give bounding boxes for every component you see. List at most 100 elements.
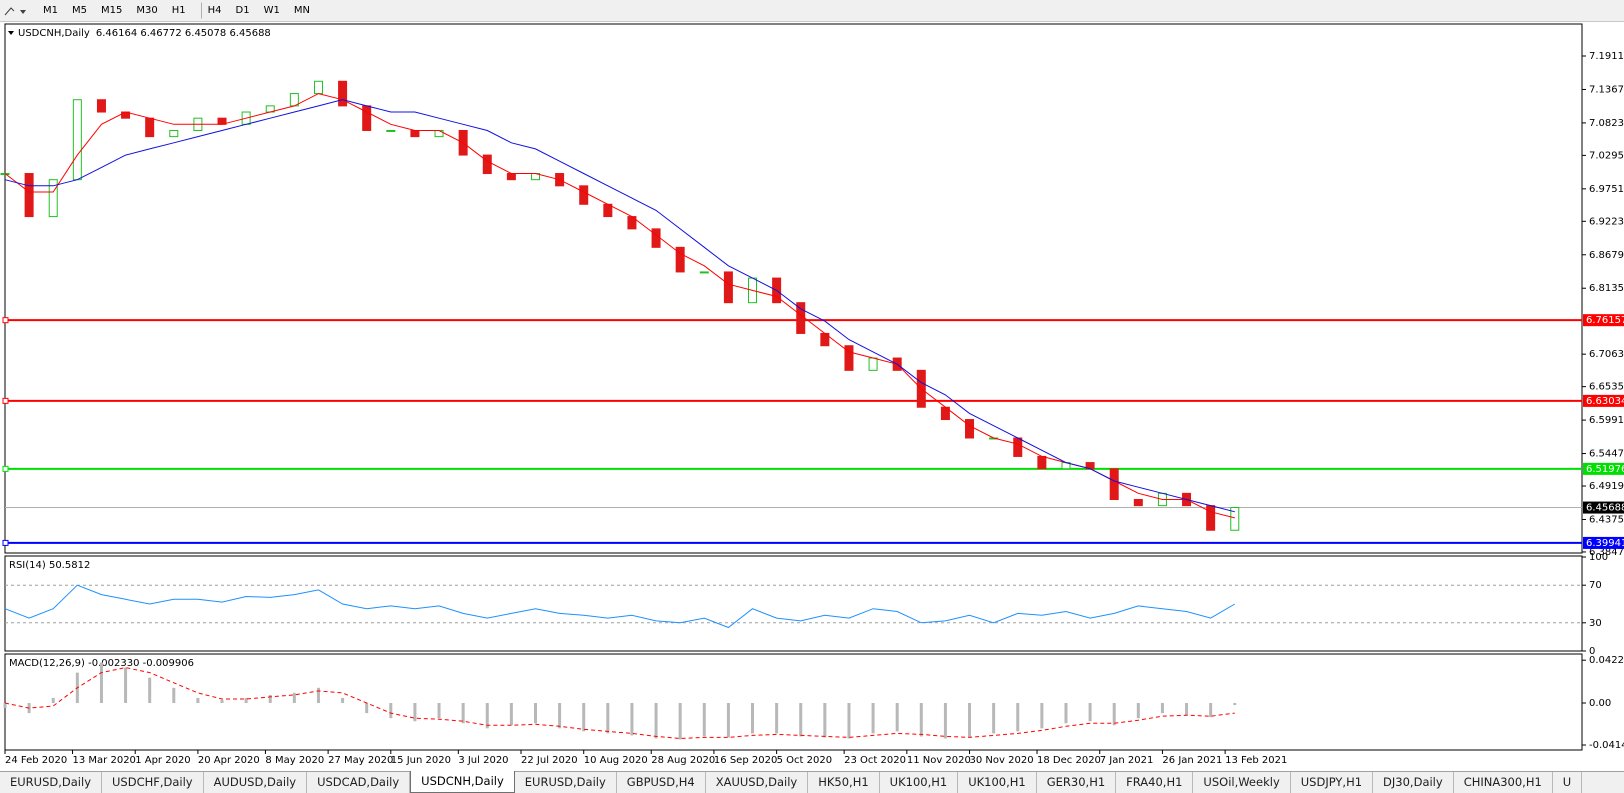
timeframe-button[interactable]: M30: [136, 5, 158, 16]
histogram-bar: [1209, 703, 1213, 718]
candle: [1037, 455, 1047, 470]
chart-tab[interactable]: UK100,H1: [958, 772, 1037, 793]
indicator-line: [4, 93, 1235, 519]
y-tick-label: 0: [1589, 646, 1595, 657]
indicator-line: [4, 584, 1236, 629]
chart-tab[interactable]: DJ30,Daily: [1373, 772, 1454, 793]
y-tick-label: 6.70630: [1589, 349, 1624, 360]
histogram-bar: [316, 687, 320, 704]
x-tick-label: 1 Apr 2020: [135, 755, 190, 766]
chart-tab[interactable]: AUDUSD,Daily: [204, 772, 308, 793]
timeframe-button[interactable]: M15: [101, 5, 123, 16]
histogram-bar: [847, 703, 851, 739]
histogram-bar: [871, 703, 875, 734]
histogram-bar: [702, 703, 706, 737]
x-tick-label: 10 Aug 2020: [584, 755, 648, 766]
candle: [1109, 468, 1119, 500]
y-tick-label: 6.49190: [1589, 481, 1624, 492]
candle: [506, 173, 516, 181]
timeframe-button[interactable]: H1: [171, 5, 186, 16]
histogram-bar: [678, 703, 682, 740]
chart-tab[interactable]: HK50,H1: [808, 772, 880, 793]
candle: [410, 129, 420, 138]
candle: [868, 357, 878, 371]
price-label: 6.39941: [1586, 538, 1624, 549]
x-tick-label: 23 Oct 2020: [844, 755, 906, 766]
histogram-bar: [509, 703, 513, 726]
histogram-bar: [943, 703, 947, 739]
timeframe-button[interactable]: MN: [293, 5, 310, 16]
histogram-bar: [919, 703, 923, 737]
histogram-bar: [389, 703, 393, 719]
price-label: 6.63034: [1586, 396, 1624, 407]
chart-tab[interactable]: UK100,H1: [880, 772, 959, 793]
histogram-bar: [244, 697, 248, 704]
x-tick-label: 16 Sep 2020: [714, 755, 777, 766]
timeframe-button[interactable]: D1: [235, 5, 250, 16]
x-tick-label: 11 Nov 2020: [907, 755, 971, 766]
y-tick-label: -0.04148: [1589, 740, 1624, 751]
chart-tab[interactable]: EURUSD,Daily: [515, 772, 617, 793]
chart-tab[interactable]: EURUSD,Daily: [0, 772, 102, 793]
histogram-bar: [992, 703, 996, 734]
chart-tab[interactable]: USDCAD,Daily: [307, 772, 411, 793]
x-tick-label: 15 Jun 2020: [391, 755, 451, 766]
y-tick-label: 7.19110: [1589, 51, 1624, 62]
candle: [1206, 505, 1216, 531]
timeframe-button[interactable]: M5: [72, 5, 87, 16]
candle: [1230, 506, 1240, 531]
x-tick-label: 13 Feb 2021: [1225, 755, 1287, 766]
chart-tab[interactable]: USDJPY,H1: [1291, 772, 1374, 793]
chart-tab[interactable]: FRA40,H1: [1116, 772, 1194, 793]
panel-frame: [4, 555, 1583, 652]
chart-tab[interactable]: USDCHF,Daily: [102, 772, 204, 793]
y-tick-label: 0.00: [1589, 698, 1611, 709]
price-label-box: [1583, 394, 1624, 407]
histogram-bar: [1136, 703, 1140, 719]
chart-tab[interactable]: USOil,Weekly: [1193, 772, 1291, 793]
candle: [96, 99, 106, 113]
line-anchor: [2, 397, 9, 404]
histogram-bar: [99, 662, 103, 704]
histogram-bar: [558, 703, 562, 729]
candle: [699, 271, 709, 274]
chart-tabs: EURUSD,Daily USDCHF,Daily AUDUSD,Daily USDC…: [0, 771, 1624, 793]
candle: [482, 154, 492, 175]
timeframe-button[interactable]: W1: [263, 5, 280, 16]
timeframe-toolbar: M1 M5 M15 M30 H1 H4 D1 W1 MN: [0, 0, 1624, 22]
line-anchor: [2, 317, 9, 324]
candle: [48, 179, 58, 218]
y-tick-label: 7.08230: [1589, 118, 1624, 129]
histogram-bar: [3, 703, 7, 709]
timeframe-button[interactable]: M1: [43, 5, 58, 16]
chart-tab[interactable]: USDCNH,Daily: [410, 771, 515, 793]
timeframe-button[interactable]: H4: [200, 2, 229, 19]
candle: [24, 173, 34, 218]
histogram-bar: [726, 703, 730, 738]
histogram-bar: [533, 703, 537, 724]
candle: [723, 271, 733, 304]
y-tick-label: 6.81350: [1589, 283, 1624, 294]
candle: [1013, 437, 1023, 457]
ohlc-values: 6.46164 6.46772 6.45078 6.45688: [96, 28, 271, 39]
x-tick-label: 5 Oct 2020: [777, 755, 832, 766]
x-tick-label: 8 May 2020: [265, 755, 324, 766]
price-label-box: [1583, 462, 1624, 475]
toolbar-icon[interactable]: [4, 5, 26, 17]
line-anchor: [2, 539, 9, 546]
histogram-bar: [1088, 703, 1092, 722]
chart-tab[interactable]: GBPUSD,H4: [617, 772, 706, 793]
histogram-bar: [968, 703, 972, 738]
symbol-menu-arrow: [8, 31, 14, 35]
x-tick-label: 13 Mar 2020: [73, 755, 136, 766]
candle: [145, 117, 155, 138]
chart-tab[interactable]: GER30,H1: [1037, 772, 1117, 793]
histogram-bar: [1160, 703, 1164, 714]
chart-tab[interactable]: XAUUSD,Daily: [706, 772, 809, 793]
x-tick-label: 27 May 2020: [328, 755, 393, 766]
panel-title: RSI(14) 50.5812: [9, 560, 90, 571]
x-tick-label: 30 Nov 2020: [970, 755, 1034, 766]
chart-tab[interactable]: CHINA300,H1: [1454, 772, 1553, 793]
chart-tab[interactable]: U: [1553, 772, 1583, 793]
